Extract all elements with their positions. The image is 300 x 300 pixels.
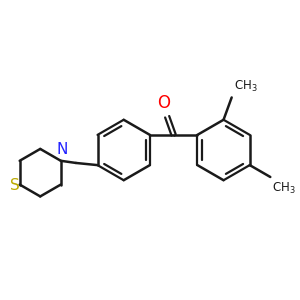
Text: CH$_3$: CH$_3$ [234, 79, 257, 94]
Text: S: S [10, 178, 20, 193]
Text: CH$_3$: CH$_3$ [272, 180, 296, 196]
Text: N: N [57, 142, 68, 157]
Text: O: O [157, 94, 170, 112]
